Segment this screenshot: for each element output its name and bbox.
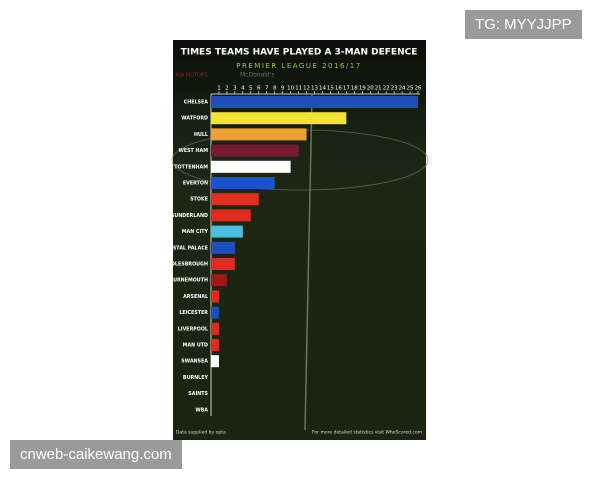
x-tick-label: 12: [303, 86, 310, 92]
x-tick-label: 21: [375, 86, 382, 92]
x-tick-label: 13: [311, 86, 318, 92]
bar: [211, 355, 219, 368]
x-tick-label: 16: [335, 86, 342, 92]
x-tick-label: 23: [391, 86, 398, 92]
bar: [211, 209, 251, 222]
x-tick-label: 18: [351, 86, 358, 92]
y-tick-label: SUNDERLAND: [171, 213, 208, 219]
bar: [211, 193, 259, 206]
x-tick-label: 6: [257, 86, 261, 92]
pitch-line: [304, 94, 313, 431]
y-tick-label: LIVERPOOL: [178, 326, 208, 332]
y-tick-label: CHELSEA: [184, 100, 209, 106]
y-tick-label: EVERTON: [183, 181, 208, 187]
x-tick-label: 24: [399, 86, 406, 92]
watermark: cnweb-caikewang.com: [10, 440, 182, 469]
bar: [211, 128, 307, 141]
bar: [211, 144, 299, 157]
x-tick-label: 2: [225, 86, 229, 92]
y-tick-label: WEST HAM: [179, 148, 209, 154]
banner-text: KIA MOTORS: [176, 73, 208, 79]
y-tick-label: CRYSTAL PALACE: [162, 245, 208, 251]
x-tick-label: 11: [295, 86, 302, 92]
bar: [211, 160, 291, 173]
y-tick-label: MAN CITY: [182, 229, 209, 235]
y-tick-label: HULL: [194, 132, 208, 138]
y-tick-label: ARSENAL: [183, 294, 208, 300]
footer-text: Data supplied by opta: [176, 430, 226, 436]
x-tick-label: 1: [217, 86, 221, 92]
banner-text: McDonald's: [240, 72, 275, 79]
chart-title: TIMES TEAMS HAVE PLAYED A 3-MAN DEFENCE: [181, 48, 418, 58]
x-tick-label: 26: [415, 86, 422, 92]
bar: [211, 274, 227, 287]
x-tick-label: 4: [241, 86, 245, 92]
bar: [211, 290, 219, 303]
x-tick-label: 3: [233, 86, 237, 92]
bar: [211, 258, 235, 270]
y-tick-label: BURNLEY: [183, 375, 209, 381]
bar: [211, 225, 243, 238]
y-tick-label: MAN UTD: [183, 343, 208, 349]
bar: [211, 96, 418, 108]
watermark: TG: MYYJJPP: [465, 10, 582, 39]
y-tick-label: STOKE: [190, 197, 208, 203]
y-tick-label: SWANSEA: [181, 359, 208, 365]
footer-text: For more detailed statistics visit WhoSc…: [312, 430, 422, 436]
bar: [211, 306, 219, 319]
x-tick-label: 15: [327, 86, 334, 92]
x-tick-label: 8: [273, 86, 277, 92]
bar: [211, 322, 219, 335]
bar: [211, 112, 347, 125]
x-tick-label: 20: [367, 86, 374, 92]
x-tick-label: 7: [265, 86, 269, 92]
y-tick-label: TOTTENHAM: [174, 164, 208, 170]
bar: [211, 339, 219, 351]
x-tick-label: 5: [249, 86, 253, 92]
y-tick-label: LEICESTER: [179, 310, 208, 316]
x-tick-label: 19: [359, 86, 366, 92]
x-tick-label: 17: [343, 86, 350, 92]
y-tick-label: BOURNEMOUTH: [165, 278, 208, 284]
bar: [211, 241, 235, 254]
x-tick-label: 10: [287, 86, 294, 92]
y-tick-label: SAINTS: [188, 391, 208, 397]
x-tick-label: 22: [383, 86, 390, 92]
x-tick-label: 14: [319, 86, 326, 92]
chart-subtitle: PREMIER LEAGUE 2016/17: [236, 62, 361, 70]
y-tick-label: WATFORD: [181, 116, 208, 122]
bar: [211, 177, 275, 189]
y-tick-label: MIDDLESBROUGH: [160, 262, 208, 268]
x-tick-label: 9: [281, 86, 285, 92]
x-tick-label: 25: [407, 86, 414, 92]
y-tick-label: WBA: [195, 407, 208, 413]
